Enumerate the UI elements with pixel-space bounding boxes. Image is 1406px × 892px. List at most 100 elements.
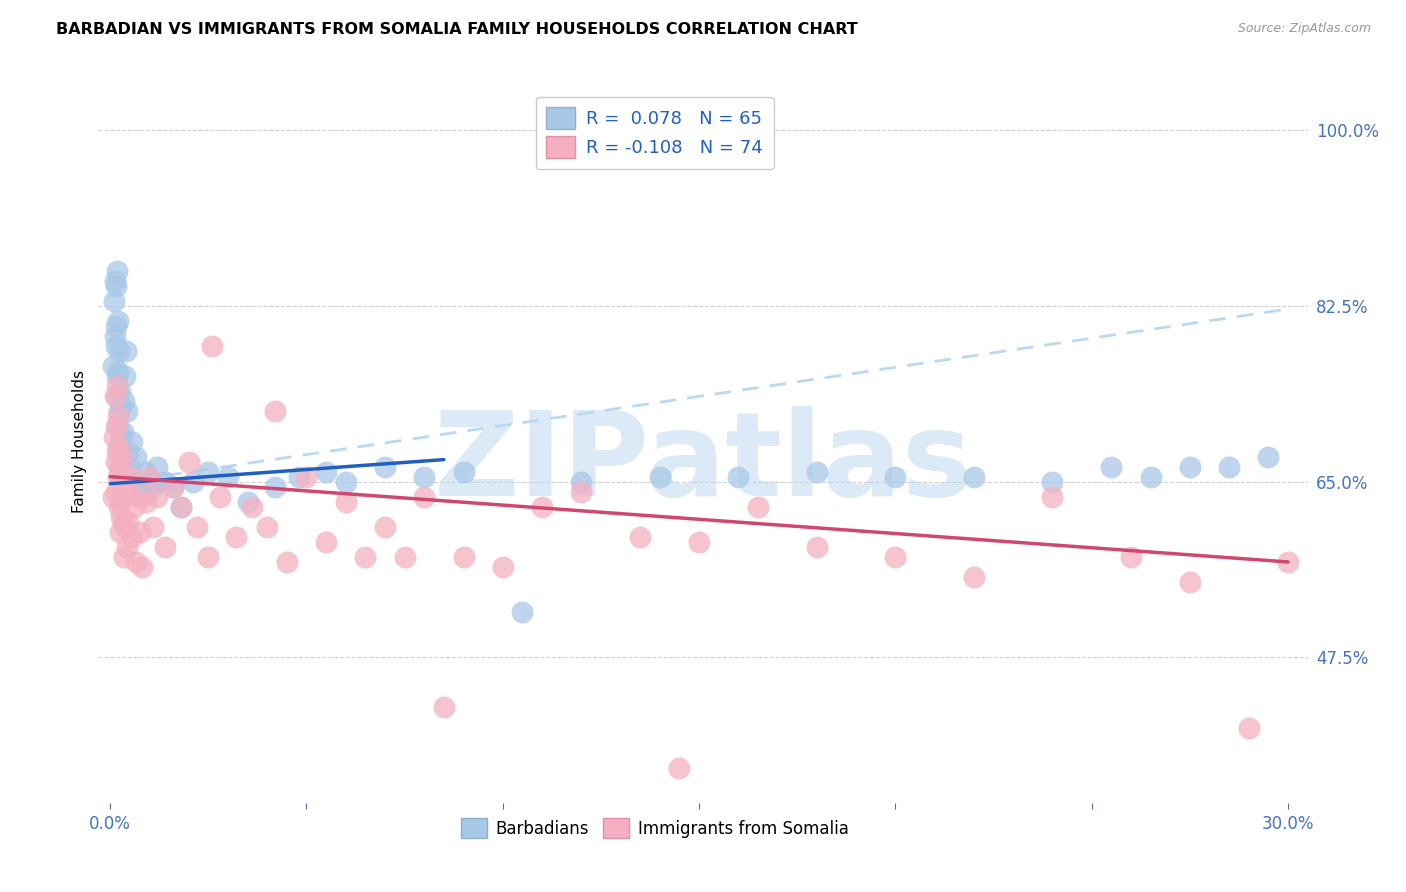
Point bbox=[217, 469, 239, 483]
Point bbox=[110, 429, 132, 443]
Point bbox=[105, 369, 128, 384]
Point bbox=[1218, 459, 1240, 474]
Point bbox=[135, 494, 157, 508]
Point bbox=[453, 549, 475, 564]
Point bbox=[107, 469, 129, 483]
Point bbox=[1237, 721, 1260, 735]
Point bbox=[121, 434, 143, 449]
Point bbox=[648, 469, 671, 483]
Point bbox=[276, 555, 298, 569]
Point bbox=[105, 389, 128, 403]
Point bbox=[240, 500, 263, 514]
Point bbox=[1257, 450, 1279, 464]
Point bbox=[105, 444, 128, 458]
Point bbox=[107, 440, 129, 454]
Point bbox=[138, 475, 160, 489]
Point bbox=[118, 459, 141, 474]
Point bbox=[115, 540, 138, 554]
Point bbox=[110, 400, 132, 414]
Point bbox=[201, 339, 224, 353]
Point bbox=[531, 500, 554, 514]
Point bbox=[108, 344, 131, 359]
Point bbox=[108, 404, 131, 418]
Point bbox=[107, 364, 129, 378]
Point bbox=[142, 520, 165, 534]
Point bbox=[131, 560, 153, 574]
Point bbox=[104, 274, 127, 288]
Point bbox=[264, 480, 287, 494]
Point bbox=[1119, 549, 1142, 564]
Text: Source: ZipAtlas.com: Source: ZipAtlas.com bbox=[1237, 22, 1371, 36]
Point bbox=[453, 465, 475, 479]
Point bbox=[103, 294, 125, 309]
Point bbox=[107, 409, 129, 424]
Point bbox=[315, 534, 337, 549]
Point bbox=[127, 484, 149, 499]
Point bbox=[287, 469, 309, 483]
Point bbox=[121, 530, 143, 544]
Point bbox=[146, 459, 169, 474]
Point bbox=[747, 500, 769, 514]
Point bbox=[112, 394, 135, 409]
Point bbox=[105, 379, 128, 393]
Point bbox=[688, 534, 710, 549]
Point bbox=[108, 469, 131, 483]
Point bbox=[374, 459, 396, 474]
Text: ZIPatlas: ZIPatlas bbox=[433, 406, 973, 521]
Point bbox=[105, 339, 128, 353]
Point bbox=[628, 530, 651, 544]
Point bbox=[118, 469, 141, 483]
Point bbox=[108, 500, 131, 514]
Point bbox=[413, 490, 436, 504]
Point bbox=[1099, 459, 1122, 474]
Point bbox=[186, 520, 208, 534]
Point bbox=[492, 560, 515, 574]
Point bbox=[413, 469, 436, 483]
Point bbox=[112, 549, 135, 564]
Point bbox=[115, 404, 138, 418]
Point bbox=[315, 465, 337, 479]
Point bbox=[1178, 459, 1201, 474]
Point bbox=[112, 490, 135, 504]
Point bbox=[335, 475, 357, 489]
Point bbox=[111, 480, 134, 494]
Point bbox=[197, 465, 219, 479]
Point bbox=[153, 540, 176, 554]
Point bbox=[110, 509, 132, 524]
Point bbox=[131, 490, 153, 504]
Point bbox=[727, 469, 749, 483]
Point bbox=[1277, 555, 1299, 569]
Point bbox=[1042, 475, 1064, 489]
Point bbox=[112, 425, 135, 439]
Point bbox=[225, 530, 247, 544]
Point bbox=[1139, 469, 1161, 483]
Point bbox=[1178, 575, 1201, 590]
Point bbox=[103, 429, 125, 443]
Point bbox=[105, 279, 128, 293]
Point bbox=[153, 475, 176, 489]
Point bbox=[374, 520, 396, 534]
Point bbox=[122, 475, 145, 489]
Point bbox=[806, 540, 828, 554]
Point bbox=[111, 455, 134, 469]
Point bbox=[108, 494, 131, 508]
Point bbox=[135, 465, 157, 479]
Point bbox=[177, 455, 200, 469]
Point bbox=[110, 459, 132, 474]
Point bbox=[295, 469, 318, 483]
Point bbox=[122, 500, 145, 514]
Point bbox=[512, 605, 534, 619]
Point bbox=[569, 475, 592, 489]
Point bbox=[433, 700, 456, 714]
Point bbox=[170, 500, 193, 514]
Point bbox=[963, 570, 986, 584]
Point bbox=[104, 319, 127, 334]
Point bbox=[105, 484, 128, 499]
Point bbox=[117, 515, 139, 529]
Point bbox=[146, 490, 169, 504]
Point bbox=[335, 494, 357, 508]
Point bbox=[394, 549, 416, 564]
Point bbox=[103, 359, 125, 374]
Point bbox=[162, 480, 184, 494]
Point bbox=[108, 440, 131, 454]
